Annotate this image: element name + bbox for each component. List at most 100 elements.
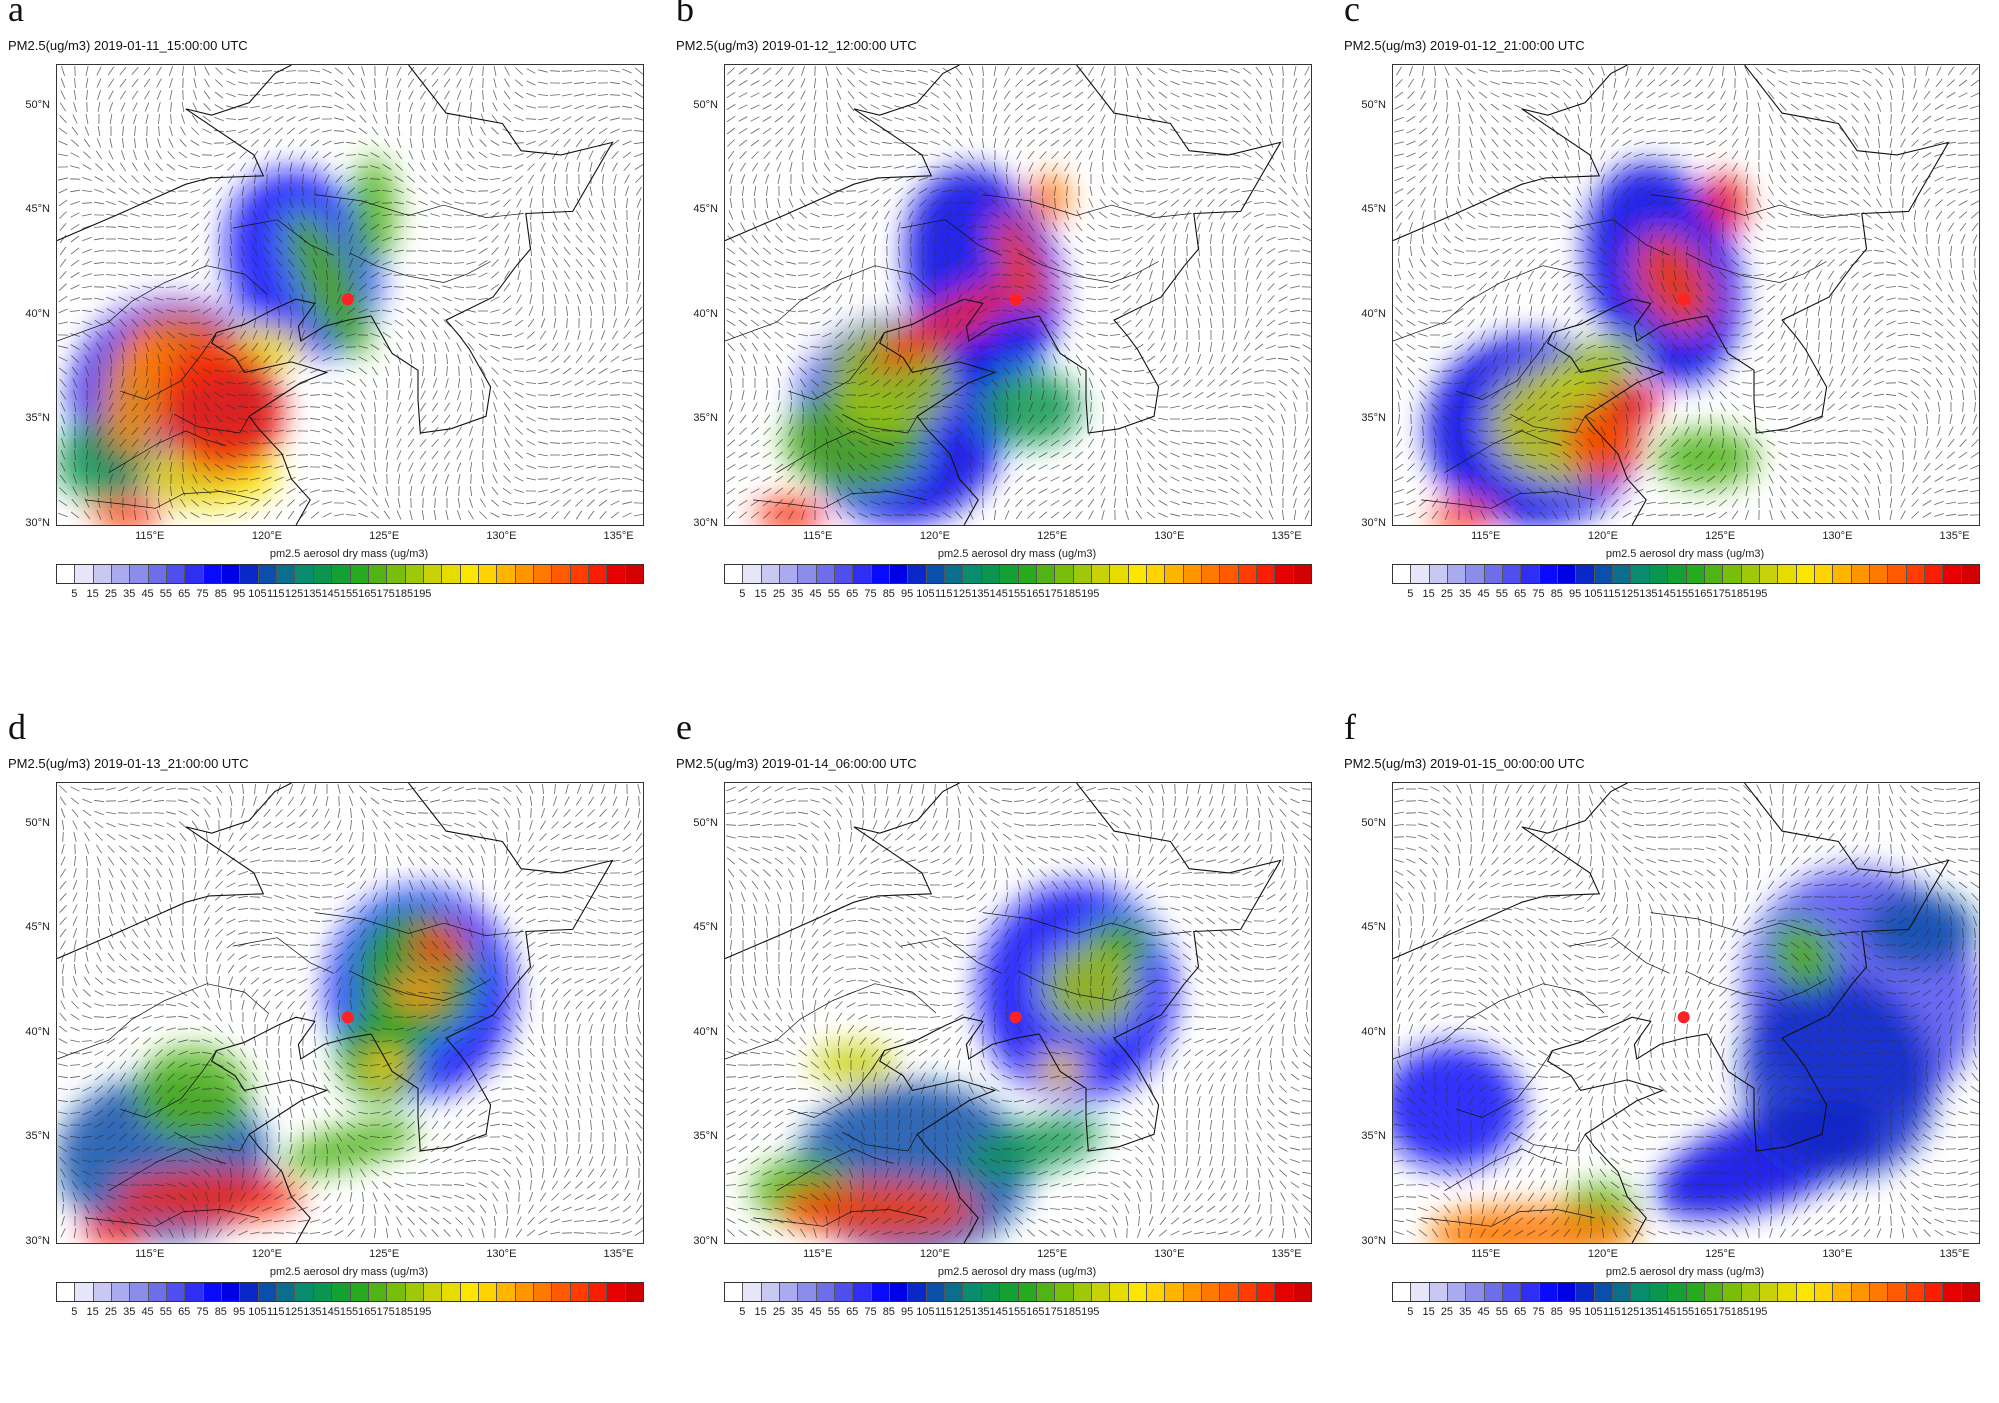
wind-arrow bbox=[1526, 104, 1536, 110]
wind-arrow bbox=[577, 330, 581, 340]
wind-arrow bbox=[1015, 115, 1023, 123]
wind-arrow bbox=[169, 126, 173, 136]
wind-arrow bbox=[1062, 308, 1072, 314]
wind-arrow bbox=[1136, 282, 1142, 292]
wind-arrow bbox=[1468, 174, 1474, 184]
wind-arrow bbox=[1086, 223, 1096, 231]
wind-arrow bbox=[1646, 501, 1656, 505]
wind-arrow bbox=[504, 258, 510, 268]
wind-arrow bbox=[966, 319, 976, 327]
wind-arrow bbox=[1004, 126, 1010, 136]
wind-arrow bbox=[250, 128, 260, 134]
wind-arrow bbox=[1590, 161, 1592, 173]
wind-arrow bbox=[408, 462, 414, 472]
latitude-label: 40°N bbox=[25, 307, 50, 320]
wind-arrow bbox=[359, 234, 367, 244]
wind-arrow bbox=[800, 90, 806, 100]
wind-arrow bbox=[397, 390, 401, 400]
wind-arrow bbox=[786, 321, 796, 325]
colorbar-swatch bbox=[743, 565, 762, 583]
wind-arrow bbox=[1586, 332, 1596, 338]
wind-arrow bbox=[1622, 487, 1632, 495]
wind-arrow bbox=[1052, 174, 1058, 184]
wind-arrow bbox=[60, 462, 66, 472]
wind-arrow bbox=[191, 499, 199, 507]
wind-arrow bbox=[1255, 318, 1263, 328]
wind-arrow bbox=[58, 499, 68, 507]
wind-arrow bbox=[156, 462, 162, 472]
wind-arrow bbox=[156, 426, 162, 436]
wind-arrow bbox=[552, 282, 558, 292]
wind-arrow bbox=[955, 511, 963, 519]
wind-arrow bbox=[1026, 91, 1036, 99]
wind-arrow bbox=[813, 78, 817, 88]
wind-arrow bbox=[322, 440, 332, 446]
wind-arrow bbox=[302, 173, 304, 185]
border-line bbox=[879, 298, 1040, 525]
pm25-plume bbox=[286, 211, 372, 358]
wind-arrow bbox=[1135, 258, 1143, 268]
wind-arrow bbox=[1669, 502, 1681, 504]
wind-arrow bbox=[1062, 272, 1072, 278]
wind-arrow bbox=[1027, 426, 1035, 436]
wind-arrow bbox=[1623, 90, 1631, 100]
wind-arrow bbox=[870, 452, 880, 458]
wind-arrow bbox=[1515, 259, 1523, 267]
wind-arrow bbox=[1124, 426, 1130, 436]
colorbar-swatch bbox=[1055, 565, 1074, 583]
wind-arrow bbox=[457, 354, 461, 364]
wind-arrow bbox=[1243, 91, 1251, 99]
wind-arrow bbox=[289, 330, 293, 340]
wind-arrow bbox=[538, 369, 548, 373]
wind-arrow bbox=[1479, 354, 1487, 364]
wind-arrow bbox=[1502, 92, 1512, 98]
wind-arrow bbox=[514, 153, 524, 157]
wind-arrow bbox=[409, 510, 413, 520]
wind-arrow bbox=[1431, 498, 1439, 508]
wind-arrow bbox=[1086, 273, 1096, 277]
wind-arrow bbox=[455, 163, 463, 171]
wind-arrow bbox=[1634, 176, 1644, 182]
wind-arrow bbox=[1634, 128, 1644, 134]
wind-arrow bbox=[930, 475, 940, 483]
wind-arrow bbox=[1098, 345, 1108, 349]
wind-arrow bbox=[1478, 392, 1488, 398]
wind-arrow bbox=[1135, 318, 1143, 328]
wind-arrow bbox=[870, 80, 880, 86]
wind-arrow bbox=[1601, 438, 1605, 448]
wind-arrow bbox=[1218, 69, 1228, 73]
wind-arrow bbox=[1077, 174, 1081, 184]
wind-arrow bbox=[157, 474, 161, 484]
wind-arrow bbox=[1430, 259, 1440, 267]
wind-arrow bbox=[1638, 413, 1640, 425]
wind-arrow bbox=[347, 66, 355, 76]
wind-arrow bbox=[61, 426, 65, 436]
wind-arrow bbox=[626, 221, 628, 233]
wind-arrow bbox=[1538, 248, 1548, 254]
wind-arrow bbox=[1406, 343, 1416, 351]
wind-arrow bbox=[612, 162, 618, 172]
wind-arrow bbox=[1282, 461, 1284, 473]
wind-arrow bbox=[347, 402, 355, 412]
wind-arrow bbox=[286, 367, 296, 375]
wind-arrow bbox=[1026, 463, 1036, 471]
wind-arrow bbox=[1467, 79, 1475, 87]
wind-arrow bbox=[762, 499, 772, 507]
wind-arrow bbox=[202, 357, 212, 361]
colorbar-title: pm2.5 aerosol dry mass (ug/m3) bbox=[269, 548, 429, 560]
wind-arrow bbox=[203, 390, 211, 400]
wind-arrow bbox=[1491, 175, 1499, 183]
wind-arrow bbox=[992, 102, 998, 112]
wind-arrow bbox=[1050, 67, 1060, 75]
wind-arrow bbox=[1626, 425, 1628, 437]
wind-arrow bbox=[263, 234, 271, 244]
wind-arrow bbox=[1673, 414, 1677, 424]
wind-arrow bbox=[1027, 67, 1035, 75]
wind-arrow bbox=[942, 381, 952, 385]
wind-arrow bbox=[227, 163, 235, 171]
wind-arrow bbox=[1420, 462, 1426, 472]
wind-arrow bbox=[169, 90, 173, 100]
wind-arrow bbox=[1706, 355, 1716, 363]
wind-arrow bbox=[728, 402, 734, 412]
wind-arrow bbox=[633, 130, 643, 132]
